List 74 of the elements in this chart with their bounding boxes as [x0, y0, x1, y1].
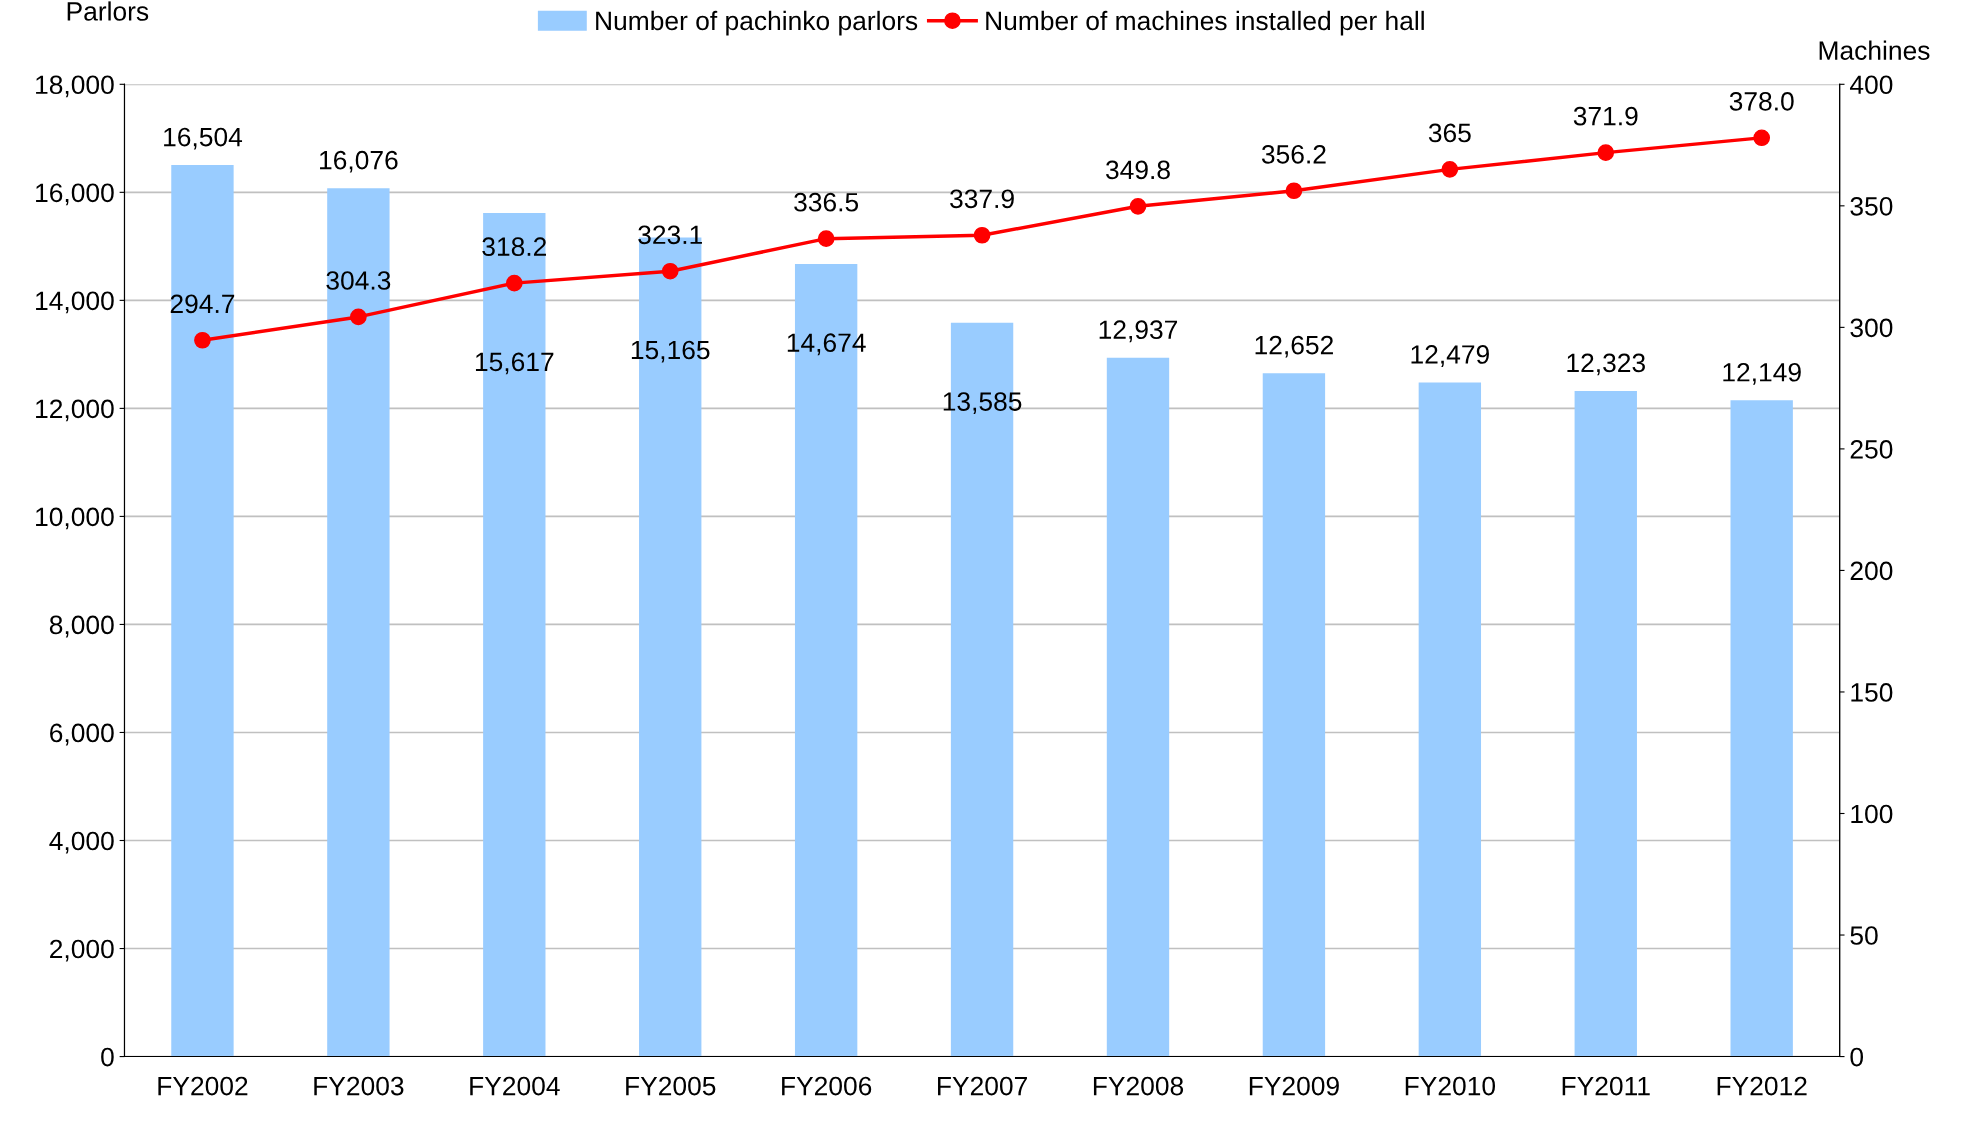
- y-tick-label: 12,000: [36, 399, 114, 422]
- x-tick-label: FY2011: [1562, 1076, 1650, 1096]
- x-tick-label: FY2007: [938, 1076, 1027, 1096]
- y-tick-label: 14,000: [36, 291, 114, 314]
- x-tick-label: FY2010: [1405, 1076, 1496, 1096]
- data-label: 371.9: [1573, 106, 1638, 126]
- point: [1753, 129, 1771, 147]
- data-label: 15,165: [631, 340, 710, 363]
- point: [505, 274, 523, 292]
- point: [350, 308, 367, 326]
- y2-tick-label: 300: [1850, 318, 1893, 338]
- data-label: 378.0: [1729, 92, 1794, 111]
- data-label: 12,937: [1099, 320, 1178, 343]
- data-label: 318.2: [482, 237, 546, 257]
- point: [194, 331, 211, 349]
- data-label: 15,617: [475, 352, 554, 375]
- y-tick-label: 2,000: [50, 939, 114, 962]
- y2-tick-label: 400: [1849, 75, 1893, 95]
- y2-tick-label: 250: [1850, 440, 1893, 459]
- data-label: 294.7: [170, 294, 235, 314]
- y-tick-label: 0: [101, 1047, 114, 1067]
- y-tick-label: 6,000: [50, 723, 114, 746]
- y2-tick-label: 0: [1850, 1047, 1864, 1067]
- y2-tick-label: 200: [1850, 561, 1893, 581]
- point: [1285, 182, 1303, 200]
- data-label: 14,674: [787, 333, 866, 356]
- data-label: 12,652: [1255, 335, 1333, 358]
- point: [1597, 144, 1615, 161]
- x-tick-label: FY2008: [1093, 1076, 1184, 1096]
- data-label: 304.3: [326, 271, 391, 290]
- y2-tick-label: 150: [1851, 683, 1893, 702]
- y2-axis-title: Machines: [1819, 40, 1930, 60]
- data-label: 356.2: [1261, 144, 1326, 164]
- x-tick-label: FY2005: [626, 1076, 716, 1096]
- bar: [1730, 400, 1793, 1057]
- y2-tick-label: 50: [1850, 926, 1878, 945]
- point: [973, 226, 991, 244]
- data-label: 337.9: [950, 189, 1014, 209]
- bar: [1418, 382, 1482, 1057]
- bar: [171, 165, 234, 1057]
- y-tick-label: 16,000: [36, 183, 114, 206]
- y2-tick-label: 100: [1851, 804, 1893, 824]
- y-axis-title: Parlors: [67, 1, 149, 21]
- point: [1441, 161, 1459, 178]
- data-label: 16,504: [164, 127, 243, 150]
- x-tick-label: FY2002: [158, 1076, 248, 1096]
- legend-label: Number of pachinko parlors: [596, 10, 918, 36]
- y-tick-label: 10,000: [36, 507, 114, 530]
- bar: [1262, 373, 1326, 1057]
- data-label: 349.8: [1105, 160, 1170, 180]
- y-tick-label: 4,000: [49, 831, 114, 854]
- data-label: 13,585: [943, 392, 1022, 414]
- point: [817, 230, 835, 247]
- y-tick-label: 8,000: [49, 615, 114, 638]
- x-tick-label: FY2006: [782, 1076, 872, 1096]
- y2-tick-label: 350: [1850, 196, 1893, 216]
- bar: [327, 188, 390, 1057]
- y-tick-label: 18,000: [36, 75, 114, 98]
- point: [661, 262, 679, 280]
- bar: [1106, 357, 1170, 1057]
- x-tick-label: FY2004: [470, 1076, 560, 1096]
- bar: [1574, 390, 1637, 1057]
- data-label: 365: [1428, 123, 1471, 143]
- data-label: 12,149: [1723, 362, 1801, 385]
- point: [1129, 197, 1147, 215]
- data-label: 323.1: [638, 225, 702, 245]
- x-tick-label: FY2012: [1717, 1076, 1807, 1096]
- data-label: 16,076: [320, 150, 398, 173]
- data-label: 12,323: [1567, 353, 1645, 376]
- data-label: 12,479: [1411, 345, 1489, 367]
- x-tick-label: FY2009: [1249, 1076, 1339, 1096]
- data-label: 336.5: [794, 192, 859, 212]
- legend-label: Number of machines installed per hall: [986, 10, 1424, 36]
- x-tick-label: FY2003: [314, 1076, 404, 1096]
